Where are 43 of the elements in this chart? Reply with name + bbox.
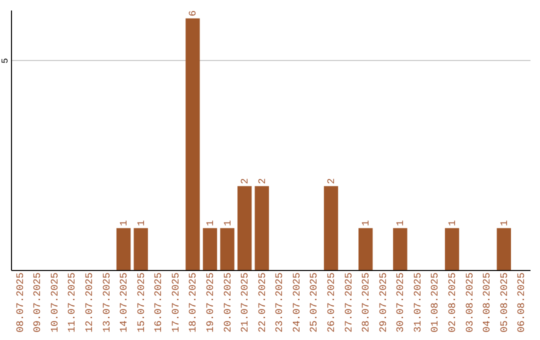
- x-tick-label: 06.08.2025: [517, 272, 528, 333]
- data-label: 1: [120, 220, 131, 226]
- x-tick-label: 10.07.2025: [50, 272, 62, 333]
- x-tick-label: 09.07.2025: [33, 272, 44, 333]
- x-tick-label: 18.07.2025: [188, 272, 200, 333]
- data-label: 2: [258, 178, 269, 184]
- x-tick-label: 01.08.2025: [430, 272, 442, 333]
- x-tick-label: 30.07.2025: [396, 272, 408, 333]
- x-tick-label: 17.07.2025: [171, 272, 182, 333]
- x-tick-label: 16.07.2025: [154, 272, 166, 333]
- data-label: 2: [240, 178, 252, 184]
- data-label: 1: [500, 220, 511, 226]
- x-tick-label: 02.08.2025: [448, 272, 460, 333]
- x-tick-label: 04.08.2025: [482, 272, 494, 333]
- x-tick-label: 20.07.2025: [223, 272, 234, 333]
- x-tick-label: 19.07.2025: [206, 272, 217, 333]
- x-tick-label: 15.07.2025: [136, 272, 148, 333]
- x-tick-label: 23.07.2025: [275, 272, 286, 333]
- x-tick-label: 22.07.2025: [258, 272, 269, 333]
- data-label: 1: [223, 220, 234, 226]
- x-tick-label: 31.07.2025: [413, 272, 424, 333]
- x-tick-label: 24.07.2025: [292, 272, 304, 333]
- data-label: 2: [327, 178, 338, 184]
- data-label: 6: [188, 10, 200, 16]
- x-tick-label: 11.07.2025: [68, 272, 79, 333]
- y-tick-label: 5: [0, 58, 10, 64]
- x-tick-label: 21.07.2025: [240, 272, 252, 333]
- x-tick-label: 08.07.2025: [16, 272, 27, 333]
- x-tick-label: 03.08.2025: [465, 272, 476, 333]
- x-tick-label: 05.08.2025: [500, 272, 511, 333]
- x-tick-label: 12.07.2025: [84, 272, 96, 333]
- data-label: 1: [136, 220, 148, 226]
- x-tick-label: 29.07.2025: [378, 272, 390, 333]
- x-tick-label: 26.07.2025: [327, 272, 338, 333]
- x-tick-label: 13.07.2025: [102, 272, 114, 333]
- data-label: 1: [448, 220, 460, 226]
- data-label: 1: [396, 220, 408, 226]
- x-tick-label: 27.07.2025: [344, 272, 356, 333]
- data-label: 1: [206, 220, 217, 226]
- x-tick-label: 28.07.2025: [362, 272, 373, 333]
- x-tick-label: 14.07.2025: [120, 272, 131, 333]
- x-tick-label: 25.07.2025: [310, 272, 321, 333]
- data-label: 1: [362, 220, 373, 226]
